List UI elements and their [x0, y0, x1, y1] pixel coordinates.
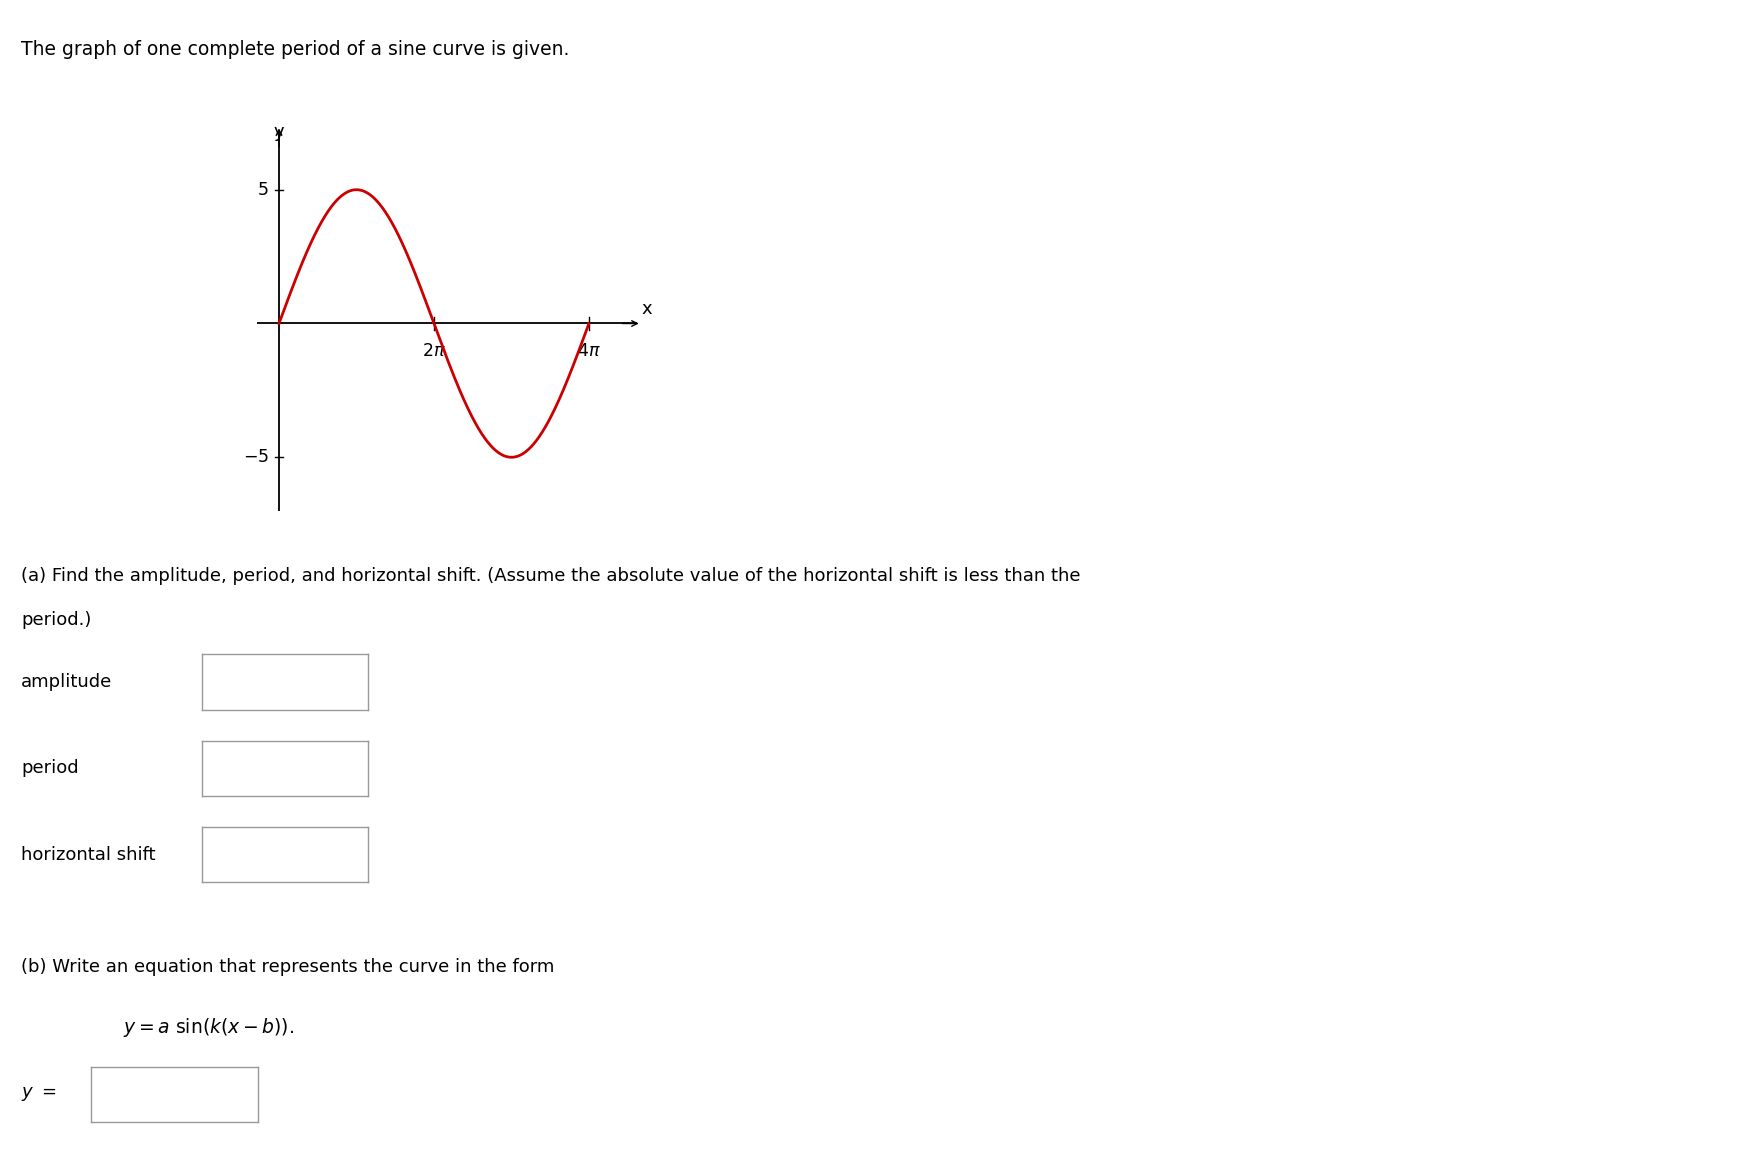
Text: x: x	[642, 300, 652, 318]
Text: (a) Find the amplitude, period, and horizontal shift. (Assume the absolute value: (a) Find the amplitude, period, and hori…	[21, 567, 1080, 585]
Text: 5: 5	[258, 181, 268, 198]
Text: $-5$: $-5$	[244, 448, 268, 467]
Text: $4\pi$: $4\pi$	[577, 342, 602, 361]
Text: $2\pi$: $2\pi$	[423, 342, 446, 361]
Text: The graph of one complete period of a sine curve is given.: The graph of one complete period of a si…	[21, 40, 570, 59]
Text: (b) Write an equation that represents the curve in the form: (b) Write an equation that represents th…	[21, 958, 554, 977]
Text: $y\ =$: $y\ =$	[21, 1085, 56, 1104]
Text: period.): period.)	[21, 611, 91, 629]
Text: $y = a\ \mathrm{sin}(k(x - b)).$: $y = a\ \mathrm{sin}(k(x - b)).$	[123, 1016, 295, 1039]
Text: horizontal shift: horizontal shift	[21, 846, 156, 864]
Text: period: period	[21, 759, 79, 778]
Text: amplitude: amplitude	[21, 673, 112, 691]
Text: y: y	[274, 123, 284, 141]
